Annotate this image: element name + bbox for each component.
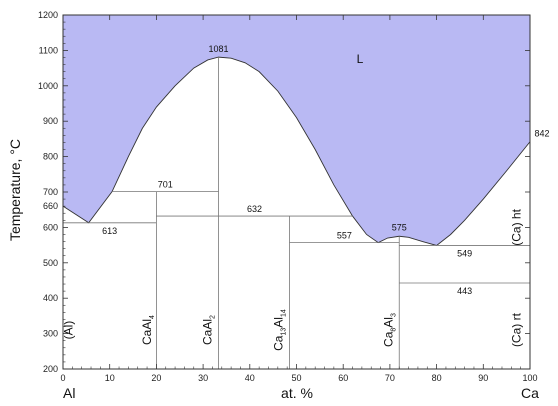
y-tick-label: 1100 bbox=[39, 45, 58, 55]
phase-label: (Ca) rt bbox=[510, 312, 524, 347]
phase-label: CaAl2 bbox=[201, 315, 217, 345]
x-tick-label: 100 bbox=[522, 373, 537, 383]
invariant-temperature-label: 549 bbox=[457, 248, 472, 258]
plot-layer: 613 701 632 557 549 443 1081 842 575 660 0 10 20 30 40… bbox=[38, 10, 550, 383]
y-tick-label: 200 bbox=[43, 364, 58, 374]
liquidus-temperature-label: 842 bbox=[534, 129, 549, 139]
x-tick-label: 80 bbox=[432, 373, 442, 383]
phase-label: Ca13Al14 bbox=[271, 309, 287, 351]
x-tick-label: 60 bbox=[338, 373, 348, 383]
x-tick-label: 10 bbox=[105, 373, 115, 383]
phase-label: (Al) bbox=[61, 321, 75, 340]
y-tick-label: 1000 bbox=[38, 81, 58, 91]
liquid-phase-label: L bbox=[357, 52, 364, 66]
endpoint-label-right: Ca bbox=[521, 385, 539, 401]
endpoint-label-left: Al bbox=[63, 385, 75, 401]
x-tick-label: 40 bbox=[245, 373, 255, 383]
y-tick-label: 300 bbox=[43, 329, 58, 339]
liquid-region bbox=[63, 15, 530, 246]
y-tick-label: 600 bbox=[43, 222, 58, 232]
invariant-temperature-label: 557 bbox=[337, 231, 352, 241]
y-tick-label: 900 bbox=[43, 116, 58, 126]
melting-point-label: 660 bbox=[43, 201, 58, 211]
x-tick-label: 20 bbox=[151, 373, 161, 383]
invariant-temperature-label: 443 bbox=[457, 286, 472, 296]
peritectic-temperature-label: 575 bbox=[392, 222, 407, 232]
phase-label: (Ca) ht bbox=[510, 208, 524, 245]
liquidus-line bbox=[62, 56, 531, 246]
invariant-temperature-label: 701 bbox=[158, 180, 173, 190]
y-tick-label: 400 bbox=[43, 293, 58, 303]
x-tick-label: 30 bbox=[198, 373, 208, 383]
y-tick-label: 700 bbox=[43, 187, 58, 197]
phase-label: Ca8Al3 bbox=[382, 313, 398, 347]
invariant-temperature-label: 632 bbox=[247, 204, 262, 214]
invariant-temperature-label: 613 bbox=[102, 226, 117, 236]
x-tick-label: 50 bbox=[291, 373, 301, 383]
y-tick-label: 800 bbox=[43, 152, 58, 162]
y-tick-label: 1200 bbox=[38, 10, 58, 20]
y-axis-title: Temperature, °C bbox=[7, 139, 23, 241]
y-tick-label: 500 bbox=[43, 258, 58, 268]
x-tick-label: 70 bbox=[385, 373, 395, 383]
liquidus-temperature-label: 1081 bbox=[208, 44, 228, 54]
x-tick-label: 0 bbox=[60, 373, 65, 383]
phase-label: CaAl4 bbox=[140, 315, 156, 345]
x-axis-title: at. % bbox=[281, 385, 313, 401]
x-tick-label: 90 bbox=[478, 373, 488, 383]
